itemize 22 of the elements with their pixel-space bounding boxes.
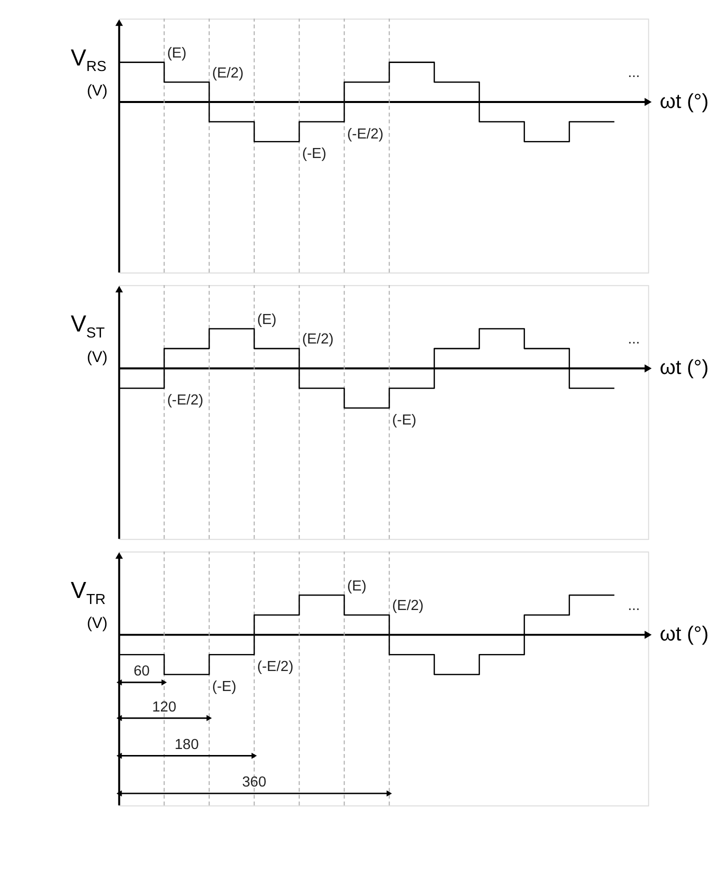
- x-axis-title: ωt (°): [660, 90, 709, 113]
- annotation: ...: [628, 65, 640, 82]
- annotation: (-E/2): [167, 392, 204, 409]
- annotation: ...: [628, 598, 640, 614]
- x-axis-title: ωt (°): [660, 357, 709, 380]
- annotation: (-E/2): [347, 126, 384, 142]
- annotation: ...: [628, 331, 640, 348]
- annotation: (E/2): [392, 598, 424, 614]
- text: (-E): [212, 678, 236, 695]
- annotation: (E/2): [212, 65, 244, 82]
- x-axis-title: ωt (°): [660, 624, 709, 646]
- text: (E): [257, 312, 276, 328]
- text: 120: [152, 699, 176, 716]
- text: (E): [347, 578, 367, 594]
- text: 180: [174, 736, 199, 753]
- text: (-E): [392, 412, 416, 429]
- text: (-E): [302, 146, 326, 162]
- text: 360: [242, 774, 266, 791]
- annotation: (E/2): [302, 332, 334, 348]
- text: (E): [167, 45, 186, 62]
- annotation: 60: [134, 664, 150, 680]
- annotation: (-E/2): [257, 659, 294, 676]
